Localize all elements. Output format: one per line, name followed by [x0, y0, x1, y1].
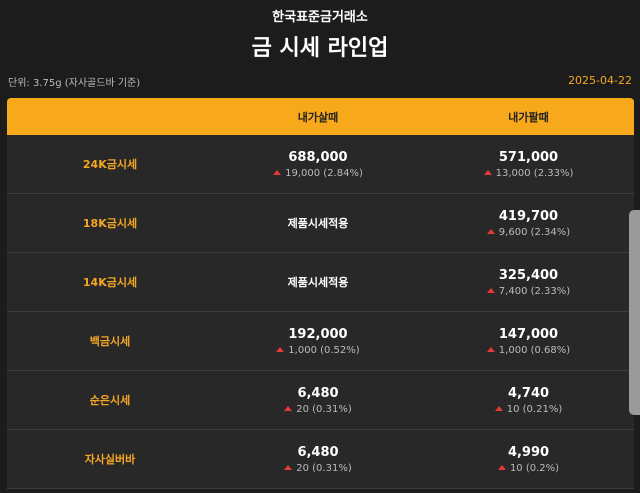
change: 9,600 (2.34%) [423, 227, 634, 238]
row-label: 백금시세 [89, 335, 131, 348]
change-value: 20 (0.31%) [296, 403, 352, 415]
change: 1,000 (0.68%) [423, 345, 634, 356]
date: 2025-04-22 [568, 74, 632, 87]
up-arrow [273, 169, 282, 175]
table-row: 24K금시세 688,000 19,000 (2.84%) 571,000 13,000… [7, 135, 634, 194]
price-cell: 4,990 10 (0.2%) [423, 445, 634, 474]
price: 571,000 [498, 149, 559, 165]
up-arrow [284, 464, 293, 470]
price: 4,740 [507, 385, 550, 401]
row-label: 자사실버바 [84, 453, 136, 466]
up-arrow [486, 228, 495, 234]
up-arrow [486, 346, 495, 352]
up-arrow [284, 405, 293, 411]
price: 6,480 [297, 444, 339, 460]
price-cell: 571,000 13,000 (2.33%) [423, 150, 634, 179]
price-cell: 147,000 1,000 (0.68%) [423, 327, 634, 356]
price-cell: 제품시세적용 [213, 215, 423, 231]
price-cell: 419,700 9,600 (2.34%) [423, 209, 634, 238]
change: 20 (0.31%) [213, 463, 423, 474]
table-header: 내가살때 내가팔때 [7, 98, 634, 135]
price-cell: 6,480 20 (0.31%) [213, 445, 423, 474]
change: 20 (0.31%) [213, 404, 423, 415]
change: 10 (0.2%) [423, 463, 634, 474]
change-value: 9,600 (2.34%) [498, 226, 571, 238]
price: 688,000 [288, 149, 348, 165]
price-cell: 6,480 20 (0.31%) [213, 386, 423, 415]
price: 325,400 [498, 267, 559, 283]
price-note: 제품시세적용 [287, 217, 349, 230]
change-value: 1,000 (0.52%) [288, 344, 360, 356]
change-value: 10 (0.21%) [506, 403, 563, 415]
up-arrow [494, 405, 503, 411]
change-value: 1,000 (0.68%) [498, 344, 571, 356]
price-cell: 688,000 19,000 (2.84%) [213, 150, 423, 179]
price-cell: 4,740 10 (0.21%) [423, 386, 634, 415]
brand: 한국표준금거래소 [272, 10, 368, 25]
price-cell: 325,400 7,400 (2.33%) [423, 268, 634, 297]
change-value: 13,000 (2.33%) [495, 167, 574, 179]
change: 7,400 (2.33%) [423, 286, 634, 297]
price-cell: 제품시세적용 [213, 274, 423, 290]
page-title: 금 시세 라인업 [251, 36, 389, 61]
price: 192,000 [288, 326, 348, 342]
change-value: 19,000 (2.84%) [285, 167, 363, 179]
change-value: 7,400 (2.33%) [498, 285, 571, 297]
price: 4,990 [507, 444, 550, 460]
change: 19,000 (2.84%) [213, 168, 423, 179]
row-label: 18K금시세 [82, 217, 138, 230]
change: 1,000 (0.52%) [213, 345, 423, 356]
price: 147,000 [498, 326, 559, 342]
price-cell: 192,000 1,000 (0.52%) [213, 327, 423, 356]
table-row: 14K금시세 제품시세적용 325,400 7,400 (2.33%) [7, 253, 634, 312]
column-header: 내가팔때 [508, 110, 549, 124]
up-arrow [486, 287, 495, 293]
up-arrow [276, 346, 285, 352]
up-arrow [497, 464, 506, 470]
price-table: 내가살때 내가팔때 24K금시세 688,000 19,000 (2.84%) 571… [7, 98, 634, 489]
table-row: 자사실버바 6,480 20 (0.31%) 4,990 10 (0.2%) [7, 430, 634, 489]
price-note: 제품시세적용 [287, 276, 349, 289]
change: 13,000 (2.33%) [423, 168, 634, 179]
change: 10 (0.21%) [423, 404, 634, 415]
table-row: 백금시세 192,000 1,000 (0.52%) 147,000 1,000 (0.… [7, 312, 634, 371]
change-value: 20 (0.31%) [296, 462, 352, 474]
table-row: 18K금시세 제품시세적용 419,700 9,600 (2.34%) [7, 194, 634, 253]
price: 6,480 [297, 385, 339, 401]
unit-note: 단위: 3.75g (자사골드바 기준) [8, 78, 141, 89]
price: 419,700 [498, 208, 559, 224]
row-label: 순은시세 [89, 394, 131, 407]
table-row: 순은시세 6,480 20 (0.31%) 4,740 10 (0.21%) [7, 371, 634, 430]
row-label: 24K금시세 [82, 158, 138, 171]
column-header: 내가살때 [297, 110, 339, 124]
row-label: 14K금시세 [82, 276, 138, 289]
up-arrow [483, 169, 492, 175]
change-value: 10 (0.2%) [509, 462, 560, 474]
scrollbar[interactable] [629, 210, 640, 415]
